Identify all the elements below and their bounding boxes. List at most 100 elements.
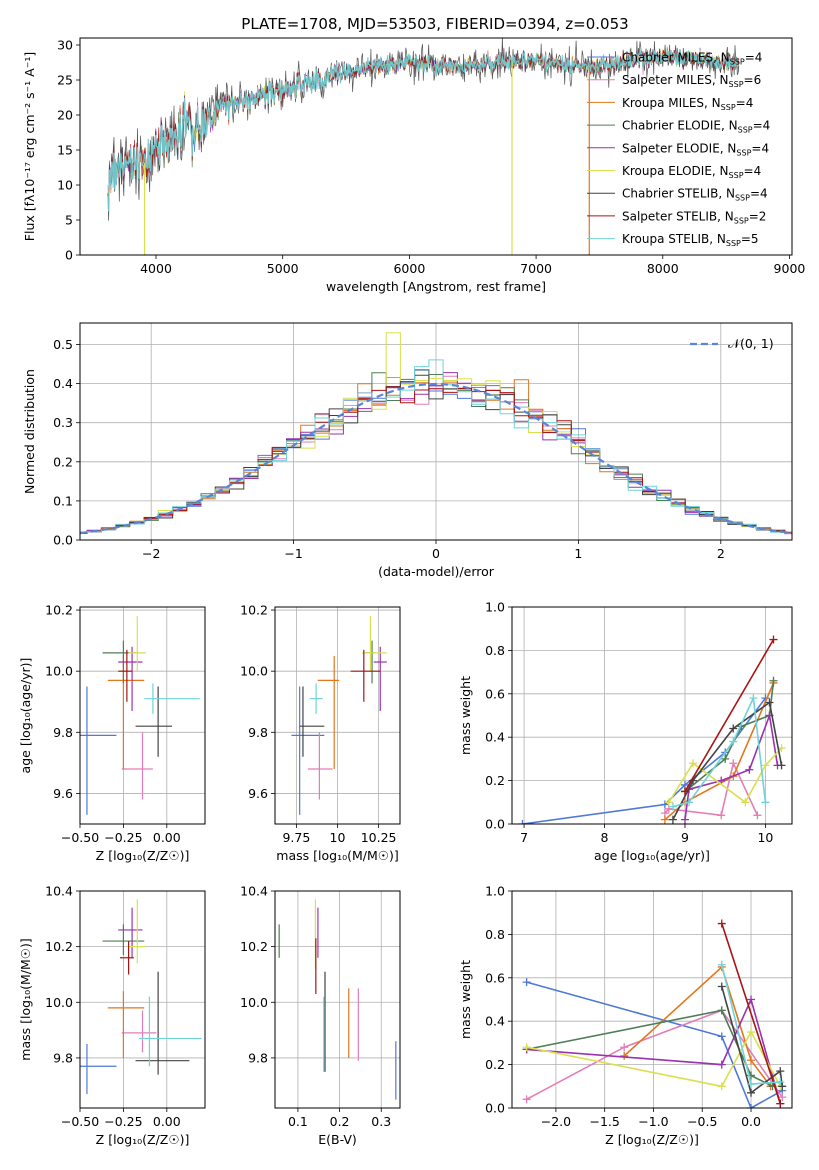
weight-vs-age-marker (729, 737, 738, 746)
legend-sub: SSP (735, 194, 750, 203)
weight-vs-z-plot-area (522, 919, 787, 1108)
legend-label: Salpeter STELIB, NSSP=2 (622, 209, 766, 225)
legend-label: Kroupa ELODIE, NSSP=4 (622, 164, 761, 180)
weight-vs-age-marker (717, 811, 726, 820)
spectrum-ytick-label: 10 (57, 178, 73, 193)
weight-vs-age-marker (660, 815, 669, 824)
weight-vs-age-xtick-label: 9 (681, 830, 689, 845)
residuals-xtick-label: 1 (574, 546, 582, 561)
legend-count: =4 (744, 164, 762, 178)
legend-sub: SSP (734, 216, 749, 225)
legend-count: =4 (750, 187, 768, 201)
age-vs-mass-point-7 (299, 686, 325, 757)
age-vs-z-xtick-label: 0.00 (153, 830, 181, 845)
age-vs-mass-ytick-label: 9.6 (248, 786, 268, 801)
weight-vs-z-frame (511, 890, 793, 1109)
weight-vs-z-series-1 (526, 981, 783, 1108)
legend-count: =4 (753, 119, 771, 133)
weight-vs-age-series-3 (664, 682, 775, 821)
weight-vs-z-marker (717, 1060, 726, 1069)
residuals-ytick-label: 0.4 (53, 376, 73, 391)
age-vs-mass-point-5 (373, 646, 387, 711)
mass-vs-ebv-ytick-label: 9.8 (248, 1050, 268, 1065)
spectrum-panel: 4000 5000 6000 7000 8000 9000 0 5 10 15 20 25 30 wave… (22, 37, 806, 294)
legend-label: Chabrier MILES, NSSP=4 (622, 51, 762, 67)
mass-vs-z-point-8 (119, 941, 134, 975)
spectrum-series-7 (107, 38, 740, 221)
weight-vs-age-marker (668, 802, 677, 811)
age-vs-z-point-8 (118, 649, 133, 702)
mass-vs-z-ylabel: mass [log₁₀(M/M☉)] (18, 938, 33, 1060)
spectrum-ytick-label: 0 (65, 248, 73, 263)
weight-vs-z-series-3 (623, 965, 772, 1087)
weight-vs-age-ytick-label: 0.0 (485, 817, 505, 832)
weight-vs-z-ytick-label: 1.0 (485, 884, 505, 899)
weight-vs-age-xlabel: age [log₁₀(age/yr)] (594, 848, 710, 863)
mass-vs-z-point-9 (139, 996, 202, 1067)
mass-vs-z-point-2 (121, 1010, 157, 1053)
weight-vs-age-marker (721, 754, 730, 763)
mass-vs-z-ytick-label: 10.4 (45, 884, 73, 899)
weight-vs-age-xtick-label: 10 (757, 830, 773, 845)
age-vs-mass-ytick-label: 9.8 (248, 725, 268, 740)
age-vs-z-xtick-label: −0.50 (61, 830, 99, 845)
residuals-ytick-label: 0.5 (53, 337, 73, 352)
age-vs-mass-xtick-label: 9.75 (282, 830, 310, 845)
age-vs-mass-ytick-label: 10.0 (240, 664, 268, 679)
legend-sub: SSP (729, 171, 744, 180)
age-vs-z-xlabel: Z [log₁₀(Z/Z☉)] (96, 848, 190, 863)
spectrum-xtick-label: 6000 (393, 261, 425, 276)
weight-vs-age-marker (745, 765, 754, 774)
age-vs-mass-point-6 (362, 616, 387, 672)
age-vs-z-ytick-label: 10.2 (45, 603, 73, 618)
residuals-ytick-label: 0.0 (53, 533, 73, 548)
weight-vs-z-marker (522, 1095, 531, 1104)
weight-vs-z-xtick-label: 0.0 (741, 1114, 761, 1129)
legend-count: =5 (741, 232, 759, 246)
legend-sub: SSP (726, 239, 741, 248)
age-vs-z-plot-area (80, 616, 200, 815)
weight-vs-z-xtick-label: −1.5 (590, 1114, 620, 1129)
mass-vs-z-plot-area (80, 899, 202, 1095)
mass-vs-ebv-ytick-label: 10.4 (240, 884, 268, 899)
gaussian-curve (80, 382, 792, 535)
weight-vs-z-ytick-label: 0.4 (485, 1014, 505, 1029)
residuals-ytick-label: 0.3 (53, 415, 73, 430)
residuals-panel: −2 −1 0 1 2 0.0 0.1 0.2 0.3 0.4 0.5 (data-model)/er… (22, 322, 793, 579)
age-vs-z-xtick-label: −0.25 (104, 830, 142, 845)
weight-vs-age-marker (749, 694, 758, 703)
mass-vs-z-point-7 (135, 971, 190, 1075)
weight-vs-z-series-2 (526, 1009, 783, 1101)
legend-sub: SSP (721, 103, 736, 112)
spectrum-ytick-label: 5 (65, 213, 73, 228)
weight-vs-z-marker (717, 982, 726, 991)
age-vs-z-ytick-label: 9.8 (53, 725, 73, 740)
mass-vs-z-point-1 (80, 1044, 117, 1095)
weight-vs-age-frame (511, 606, 793, 825)
age-vs-mass-xtick-label: 10 (330, 830, 346, 845)
legend-label: Chabrier ELODIE, NSSP=4 (622, 119, 770, 135)
spectrum-xtick-label: 9000 (774, 261, 806, 276)
legend-count: =4 (736, 96, 754, 110)
weight-vs-z-marker (717, 1006, 726, 1015)
weight-vs-z-series-5 (526, 997, 782, 1104)
gaussian-legend-label: 𝒩(0, 1) (728, 336, 774, 351)
residuals-xtick-label: −2 (142, 546, 160, 561)
weight-vs-z-xlabel: Z [log₁₀(Z/Z☉)] (605, 1132, 699, 1147)
spectrum-xtick-label: 4000 (140, 261, 172, 276)
weight-vs-age-marker (664, 798, 673, 807)
weight-vs-z-marker (747, 995, 756, 1004)
spectrum-xtick-label: 7000 (520, 261, 552, 276)
age-vs-z-ytick-label: 10.0 (45, 664, 73, 679)
mass-vs-ebv-plot-area (278, 899, 397, 1100)
age-vs-mass-plot-area (291, 616, 387, 815)
mass-vs-ebv-ytick-label: 10.0 (240, 995, 268, 1010)
age-vs-mass-point-3 (317, 655, 340, 769)
weight-vs-age-series-8 (684, 639, 775, 792)
weight-vs-age-marker (769, 676, 778, 685)
mass-vs-z-point-5 (118, 907, 143, 958)
weight-vs-z-marker (522, 978, 531, 987)
weight-vs-age-ytick-label: 0.4 (485, 730, 505, 745)
